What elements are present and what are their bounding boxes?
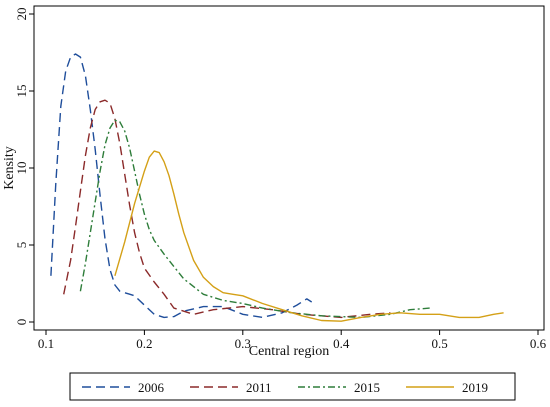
x-axis-label: Central region — [249, 344, 329, 359]
y-tick-label: 10 — [14, 162, 29, 175]
y-tick-label: 5 — [14, 242, 29, 249]
series-line-2011 — [63, 99, 391, 319]
y-tick-label: 20 — [14, 8, 29, 21]
series-line-2015 — [79, 119, 430, 319]
series-layer — [50, 53, 504, 322]
y-axis: 0 5 10 15 20 — [14, 8, 34, 326]
series-line-2006 — [50, 53, 313, 319]
series-line-2019 — [114, 150, 504, 322]
y-axis-label: Kensity — [2, 146, 17, 190]
x-tick-label: 0.6 — [530, 336, 547, 351]
y-tick-label: 15 — [14, 85, 29, 98]
legend: 2006 2011 2015 2019 — [69, 372, 516, 401]
x-tick-label: 0.5 — [431, 336, 447, 351]
x-tick-label: 0.3 — [235, 336, 251, 351]
legend-label-2015: 2015 — [354, 380, 380, 395]
x-tick-label: 0.1 — [38, 336, 54, 351]
x-tick-label: 0.2 — [136, 336, 152, 351]
plot-frame — [33, 5, 545, 331]
legend-label-2019: 2019 — [462, 380, 488, 395]
x-tick-label: 0.4 — [333, 336, 350, 351]
legend-label-2011: 2011 — [246, 380, 272, 395]
legend-label-2006: 2006 — [138, 380, 165, 395]
y-tick-label: 0 — [14, 319, 29, 326]
x-axis: 0.1 0.2 0.3 0.4 0.5 0.6 — [38, 330, 547, 351]
